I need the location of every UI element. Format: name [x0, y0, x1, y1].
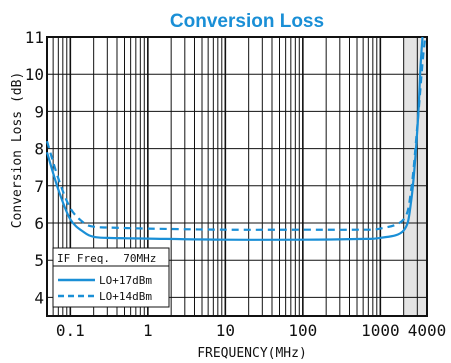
x-tick-label: 4000 [408, 321, 447, 340]
x-tick-label: 1 [143, 321, 153, 340]
x-tick-labels: 0.1 1 10 100 1000 4000 [56, 321, 446, 340]
legend-if-note: IF Freq. 70MHz [57, 252, 156, 265]
x-tick-label: 0.1 [56, 321, 85, 340]
series-line-lo-14dbm [45, 36, 427, 231]
x-tick-label: 100 [288, 321, 317, 340]
y-tick-label: 4 [34, 288, 44, 307]
y-axis-label: Conversion Loss (dB) [10, 72, 25, 229]
legend: IF Freq. 70MHz LO+17dBm LO+14dBm [52, 247, 170, 308]
shaded-band [403, 37, 427, 316]
chart-title: Conversion Loss [170, 11, 324, 32]
shaded-region [403, 37, 427, 316]
y-tick-label: 8 [34, 140, 44, 159]
y-tick-label: 9 [34, 102, 44, 121]
plot-frame [46, 36, 428, 317]
legend-entry-lo14: LO+14dBm [99, 290, 152, 303]
y-tick-label: 11 [25, 28, 44, 47]
x-axis-label: FREQUENCY(MHz) [197, 346, 307, 361]
y-tick-label: 5 [34, 251, 44, 270]
x-tick-label: 1000 [361, 321, 400, 340]
legend-entry-lo17: LO+17dBm [99, 274, 152, 287]
y-tick-label: 6 [34, 214, 44, 233]
y-tick-label: 10 [25, 65, 44, 84]
x-tick-label: 10 [216, 321, 235, 340]
y-tick-label: 7 [34, 177, 44, 196]
series-lines [45, 36, 427, 241]
series-line-lo-17dbm [45, 36, 424, 241]
y-tick-labels: 4 5 6 7 8 9 10 11 [25, 28, 44, 307]
